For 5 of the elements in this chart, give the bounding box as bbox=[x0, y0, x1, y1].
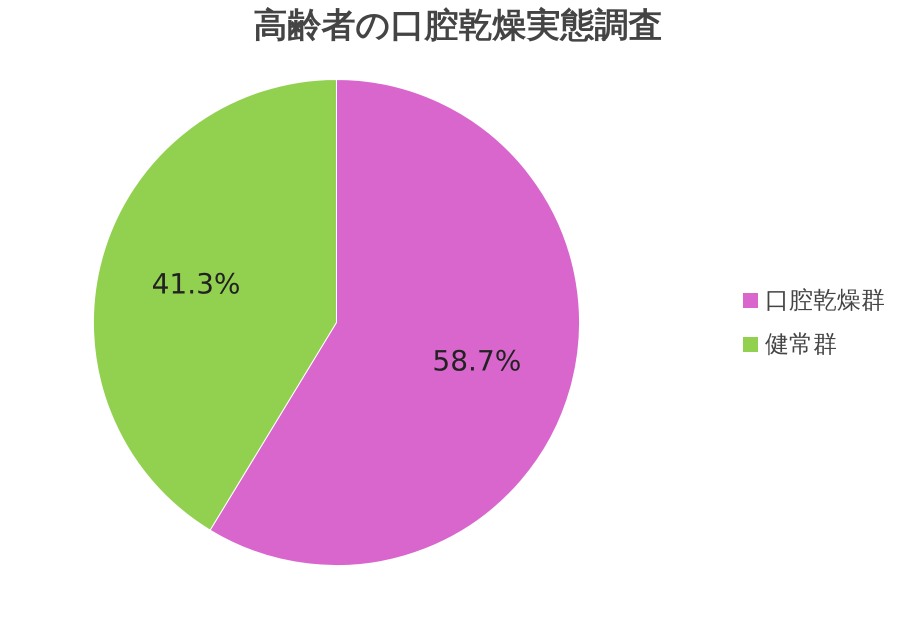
chart-title: 高齢者の口腔乾燥実態調査 bbox=[254, 6, 662, 44]
legend-label: 健常群 bbox=[765, 329, 837, 360]
legend-label: 口腔乾燥群 bbox=[765, 285, 885, 316]
data-label: 41.3% bbox=[152, 268, 241, 301]
data-label: 58.7% bbox=[432, 344, 522, 378]
